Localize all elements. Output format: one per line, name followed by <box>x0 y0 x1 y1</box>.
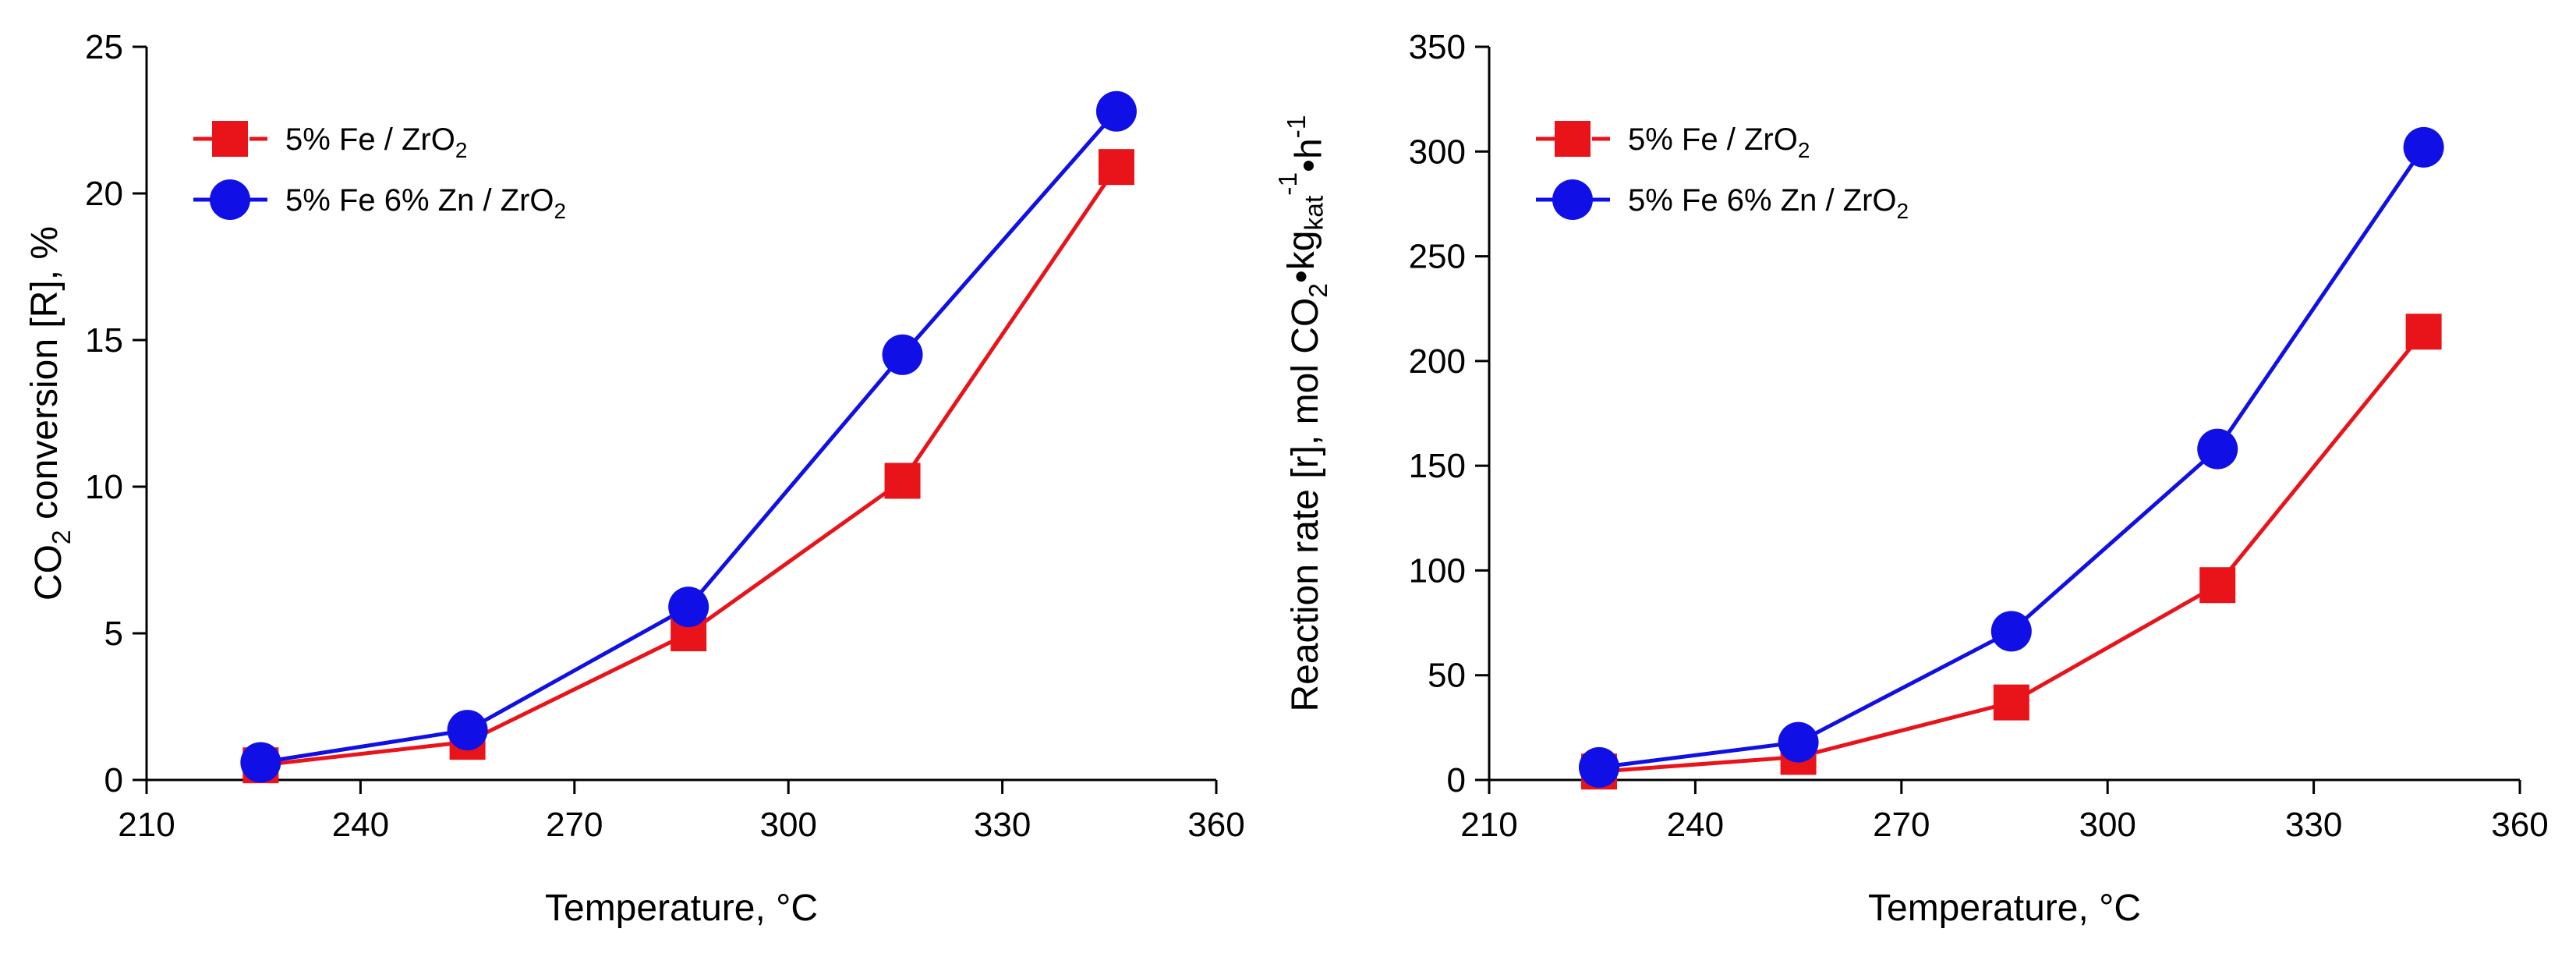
data-point-circle <box>447 710 488 751</box>
y-axis-title-part: •h <box>1288 138 1329 172</box>
y-tick-label: 10 <box>85 468 123 506</box>
y-tick-label: 250 <box>1409 238 1466 276</box>
label-part: 5% Fe 6% Zn / ZrO <box>285 183 554 218</box>
x-tick-label: 360 <box>2491 806 2548 844</box>
y-axis-title: Reaction rate [r], mol CO2•kgkat-1•h-1 <box>1274 115 1333 711</box>
x-axis-title: Temperature, °C <box>1868 888 2141 929</box>
x-tick-label: 240 <box>332 806 389 844</box>
series-line-2 <box>1598 146 2426 770</box>
data-point-square <box>2405 314 2442 350</box>
y-axis-title-part: •kg <box>1281 230 1322 283</box>
data-point-square <box>1993 684 2029 721</box>
label-part: 2 <box>554 199 567 223</box>
x-tick-label: 240 <box>1667 806 1724 844</box>
legend-marker-square <box>212 121 248 157</box>
x-tick-label: 270 <box>546 806 603 844</box>
y-tick-label: 350 <box>1409 28 1466 66</box>
legend-label: 5% Fe 6% Zn / ZrO2 <box>285 183 566 223</box>
data-point-square <box>1098 149 1134 186</box>
chart-panel-1: 210 240 270 300 330 360 0 5 10 15 20 25 Temperature,… <box>24 28 1245 929</box>
legend-label: 5% Fe 6% Zn / ZrO2 <box>1628 183 1909 223</box>
y-axis-title-part: kat <box>1300 195 1329 230</box>
data-point-circle <box>1579 746 1620 788</box>
label-part: 2 <box>455 138 468 162</box>
label-part: conversion [R], % <box>24 226 65 530</box>
data-point-square <box>884 463 921 499</box>
label-part: 5% Fe 6% Zn / ZrO <box>1628 183 1897 218</box>
legend-marker-circle <box>210 179 250 220</box>
data-point-circle <box>240 742 281 783</box>
label-part: 2 <box>1798 138 1810 162</box>
y-tick-label: 15 <box>85 321 123 360</box>
y-axis-title-part: 2 <box>1304 283 1333 298</box>
data-point-circle <box>882 334 923 375</box>
y-tick-label: 300 <box>1409 133 1466 171</box>
data-point-circle <box>2197 428 2238 470</box>
x-tick-label: 360 <box>1187 806 1244 844</box>
y-tick-label: 20 <box>85 175 123 213</box>
y-axis-title-part: -1 <box>1274 172 1303 196</box>
y-tick-label: 50 <box>1428 657 1466 695</box>
legend-marker-square <box>1555 121 1591 157</box>
label-part: 5% Fe / ZrO <box>285 122 455 157</box>
data-point-square <box>2199 567 2236 604</box>
y-axis-title-part: Reaction rate [r], mol CO <box>1285 298 1326 712</box>
data-point-circle <box>1778 721 1819 763</box>
label-part: CO <box>28 544 69 601</box>
chart-panel-2: 210 240 270 300 330 360 0 50 100 150 200 250 300 350 T… <box>1274 28 2549 929</box>
x-tick-label: 330 <box>974 806 1031 844</box>
y-tick-label: 200 <box>1409 342 1466 381</box>
y-tick-label: 150 <box>1409 447 1466 485</box>
legend-marker-circle <box>1552 179 1593 220</box>
x-axis-title: Temperature, °C <box>545 888 818 929</box>
y-tick-label: 0 <box>1447 761 1466 799</box>
x-tick-label: 300 <box>2079 806 2135 844</box>
label-part: 5% Fe / ZrO <box>1628 122 1798 157</box>
y-tick-label: 25 <box>85 28 123 66</box>
data-point-circle <box>1990 611 2032 652</box>
y-tick-label: 100 <box>1409 551 1466 590</box>
y-axis-title-part: -1 <box>1283 115 1311 138</box>
y-tick-label: 5 <box>104 615 123 653</box>
data-point-circle <box>1095 90 1137 132</box>
x-tick-label: 330 <box>2285 806 2342 844</box>
label-part: 2 <box>1897 199 1909 223</box>
x-tick-label: 210 <box>1460 806 1517 844</box>
legend-label: 5% Fe / ZrO2 <box>1628 122 1810 162</box>
x-tick-label: 300 <box>759 806 816 844</box>
data-point-circle <box>2403 126 2444 168</box>
data-point-circle <box>668 587 709 628</box>
y-tick-label: 0 <box>104 761 123 799</box>
label-part: 2 <box>48 530 76 544</box>
x-tick-label: 210 <box>118 806 175 844</box>
x-tick-label: 270 <box>1873 806 1930 844</box>
y-axis-title: CO2 conversion [R], % <box>24 226 76 601</box>
legend-label: 5% Fe / ZrO2 <box>285 122 467 162</box>
